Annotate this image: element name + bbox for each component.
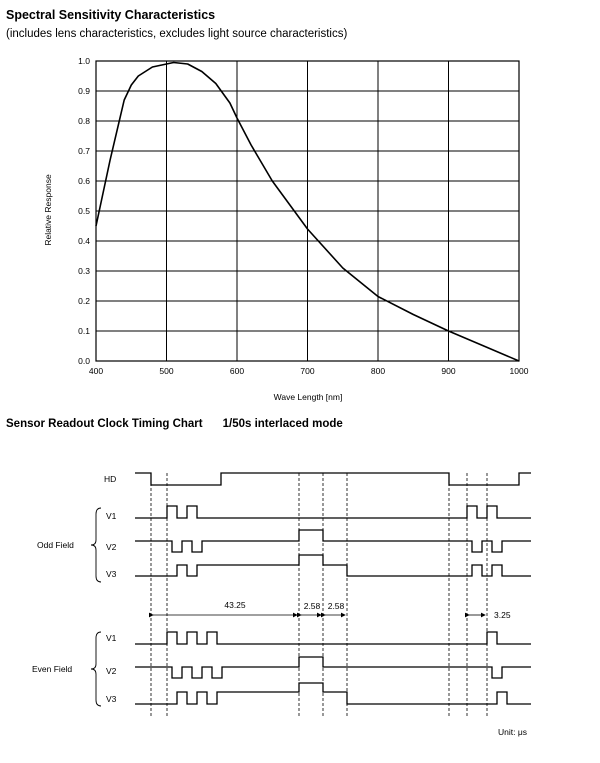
even-v1-label: V1	[106, 633, 117, 643]
even-v2-label: V2	[106, 666, 117, 676]
y-tick-label: 0.7	[78, 146, 90, 156]
even-v2-waveform	[135, 656, 531, 679]
x-tick-label: 700	[300, 366, 314, 376]
x-tick-label: 600	[230, 366, 244, 376]
y-tick-label: 0.4	[78, 236, 90, 246]
odd-v2-label: V2	[106, 542, 117, 552]
timing-title-row: Sensor Readout Clock Timing Chart 1/50s i…	[6, 418, 343, 430]
response-curve	[95, 61, 520, 362]
dim-label-1: 43.25	[224, 600, 246, 610]
x-tick-label: 400	[89, 366, 103, 376]
x-tick-label: 900	[441, 366, 455, 376]
odd-v2-waveform	[135, 529, 531, 553]
unit-label: Unit: μs	[498, 727, 527, 737]
chart-subtitle: (includes lens characteristics, excludes…	[6, 28, 348, 40]
odd-v3-waveform	[135, 554, 531, 577]
even-v1-waveform	[135, 631, 531, 645]
y-tick-label: 1.0	[78, 56, 90, 66]
x-tick-label: 1000	[510, 366, 529, 376]
timing-title: Sensor Readout Clock Timing Chart	[6, 418, 203, 430]
hd-waveform	[135, 472, 531, 486]
x-axis-label: Wave Length [nm]	[274, 392, 343, 402]
y-tick-label: 0.6	[78, 176, 90, 186]
hd-label: HD	[104, 474, 116, 484]
y-tick-label: 0.5	[78, 206, 90, 216]
x-tick-label: 500	[159, 366, 173, 376]
spectral-chart: 0.0 0.1 0.2 0.3 0.4 0.5 0.6 0.7 0.8 0.9 1.0 400 500 6…	[43, 56, 529, 402]
y-axis-label: Relative Response	[43, 174, 53, 246]
y-tick-label: 0.0	[78, 356, 90, 366]
y-tick-label: 0.2	[78, 296, 90, 306]
dim-label-3: 2.58	[328, 601, 345, 611]
odd-field-brace	[90, 507, 102, 583]
odd-field-label: Odd Field	[37, 540, 74, 550]
odd-v1-waveform	[135, 505, 531, 519]
even-field-brace	[90, 631, 102, 707]
odd-v3-label: V3	[106, 569, 117, 579]
odd-v1-label: V1	[106, 511, 117, 521]
y-tick-label: 0.3	[78, 266, 90, 276]
y-tick-label: 0.8	[78, 116, 90, 126]
x-tick-label: 800	[371, 366, 385, 376]
y-tick-label: 0.1	[78, 326, 90, 336]
y-tick-label: 0.9	[78, 86, 90, 96]
chart-title: Spectral Sensitivity Characteristics	[6, 8, 216, 22]
dim-label-2: 2.58	[304, 601, 321, 611]
timing-mode: 1/50s interlaced mode	[222, 418, 343, 430]
even-field-label: Even Field	[32, 664, 72, 674]
even-v3-waveform	[135, 682, 531, 705]
even-v3-label: V3	[106, 694, 117, 704]
dim-label-4: 3.25	[494, 610, 511, 620]
